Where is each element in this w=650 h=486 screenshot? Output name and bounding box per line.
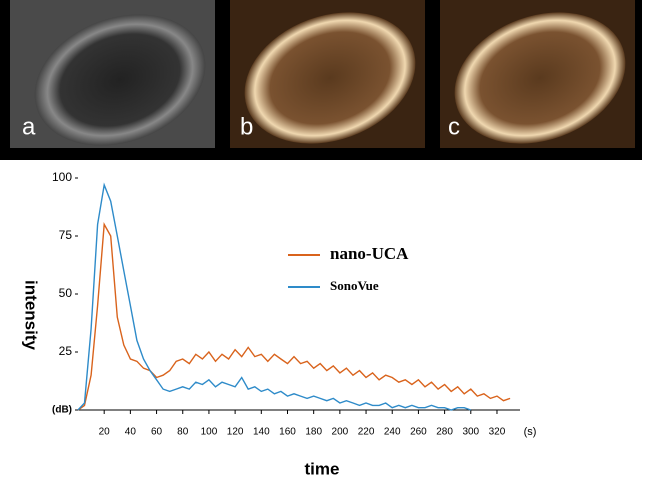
x-tick-label: 220 bbox=[358, 427, 375, 438]
x-tick-label: 40 bbox=[125, 427, 137, 438]
kidney-c bbox=[454, 12, 626, 144]
x-tick-label: 280 bbox=[436, 427, 453, 438]
x-tick-label: 60 bbox=[151, 427, 163, 438]
x-tick-label: 320 bbox=[489, 427, 506, 438]
panel-label: b bbox=[240, 113, 253, 140]
x-tick-label: 300 bbox=[462, 427, 479, 438]
panel-label: c bbox=[448, 113, 460, 140]
x-tick-label: 140 bbox=[253, 427, 270, 438]
x-unit: (s) bbox=[524, 426, 537, 438]
x-tick-label: 120 bbox=[227, 427, 244, 438]
x-tick-label: 100 bbox=[201, 427, 218, 438]
x-tick-label: 160 bbox=[279, 427, 296, 438]
kidney-a bbox=[34, 14, 206, 146]
x-tick-label: 240 bbox=[384, 427, 401, 438]
x-tick-label: 260 bbox=[410, 427, 427, 438]
y-tick-label: 100 bbox=[52, 170, 72, 184]
series-line bbox=[77, 182, 472, 411]
y-tick-label: 25 bbox=[59, 344, 73, 358]
x-tick-label: 200 bbox=[332, 427, 349, 438]
y-tick-label: 50 bbox=[59, 286, 73, 300]
series-line bbox=[77, 222, 511, 411]
panel-label: a bbox=[22, 113, 36, 140]
y-axis-label: intensity bbox=[22, 280, 41, 350]
x-axis-label: time bbox=[305, 459, 340, 478]
x-tick-label: 80 bbox=[177, 427, 189, 438]
legend-label: SonoVue bbox=[330, 278, 379, 293]
y-tick-label: 75 bbox=[59, 228, 73, 242]
legend-label: nano-UCA bbox=[330, 244, 409, 263]
y-tick-label: (dB) bbox=[52, 405, 72, 416]
x-tick-label: 180 bbox=[305, 427, 322, 438]
x-tick-label: 20 bbox=[99, 427, 111, 438]
kidney-b bbox=[244, 12, 416, 144]
